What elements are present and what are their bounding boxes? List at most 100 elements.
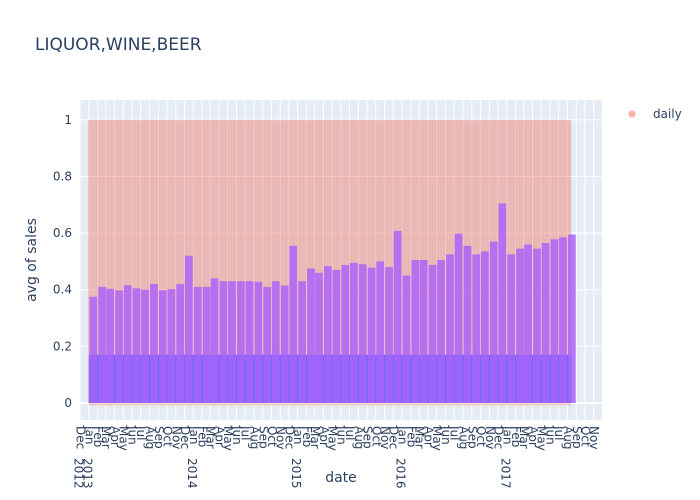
monthly-bar (280, 285, 289, 404)
x-tick-label: Oct (369, 426, 383, 447)
x-tick-label: Dec (282, 426, 296, 449)
monthly-bar (307, 268, 315, 404)
x-tick-label: May (535, 426, 549, 451)
x-tick-label: Feb (196, 426, 210, 447)
x-tick-label: May (430, 426, 444, 451)
y-tick-label: 0.2 (53, 339, 72, 353)
monthly-bar (263, 286, 272, 404)
monthly-bar (89, 296, 98, 404)
monthly-bar (472, 254, 481, 404)
x-tick-label: Jul (239, 425, 253, 440)
x-tick-label: Aug (247, 426, 261, 449)
monthly-bar (516, 248, 524, 404)
monthly-bar (463, 245, 472, 404)
x-tick-label: Aug (456, 426, 470, 449)
monthly-bar (454, 233, 463, 404)
legend-label-daily: daily (653, 107, 682, 121)
x-tick-label: Apr (213, 426, 227, 447)
x-tick-label: Feb (300, 426, 314, 447)
x-tick-label: Oct (474, 426, 488, 447)
monthly-bar (332, 269, 341, 404)
y-tick-label: 0.6 (53, 226, 72, 240)
x-tick-label: Oct (265, 426, 279, 447)
x-year-label: 2012 (72, 458, 86, 489)
y-axis-title: avg of sales (24, 218, 40, 302)
monthly-bar (507, 254, 516, 404)
monthly-bar (315, 272, 323, 404)
x-tick-label: Jun (543, 425, 557, 445)
x-tick-label: Jan (82, 425, 96, 445)
monthly-bar (341, 265, 350, 404)
y-axis-ticks: 0 0.2 0.4 0.6 0.8 1 (53, 113, 72, 410)
chart-marks (88, 119, 576, 406)
x-tick-label: May (117, 426, 131, 451)
monthly-bar (419, 260, 428, 404)
monthly-bar (489, 241, 498, 404)
monthly-bar (210, 278, 219, 404)
monthly-bar (158, 290, 167, 404)
x-tick-label: Feb (91, 426, 105, 447)
monthly-bar (567, 234, 576, 404)
monthly-bar (550, 239, 559, 404)
x-tick-label: Sep (570, 426, 584, 449)
monthly-bar (167, 289, 176, 404)
monthly-bar (480, 251, 489, 404)
x-tick-label: Sep (465, 426, 479, 449)
monthly-bar (437, 260, 446, 404)
x-tick-label: Jul (448, 425, 462, 440)
monthly-bar (349, 262, 358, 404)
x-tick-label: Jun (439, 425, 453, 445)
x-tick-label: Jan (187, 425, 201, 445)
x-tick-label: Sep (361, 426, 375, 449)
x-tick-label: Nov (483, 426, 497, 449)
x-tick-label: Apr (317, 426, 331, 447)
monthly-bar (524, 244, 532, 404)
x-tick-label: Mar (204, 426, 218, 449)
monthly-bar (115, 290, 123, 404)
monthly-bar (123, 285, 132, 404)
monthly-bar (367, 267, 376, 404)
x-tick-label: Sep (152, 426, 166, 449)
x-tick-label: Dec (387, 426, 401, 449)
x-tick-label: Dec (178, 426, 192, 449)
monthly-bar (219, 281, 228, 404)
x-year-label: 2014 (185, 458, 199, 489)
x-tick-label: Oct (160, 426, 174, 447)
x-tick-label: Nov (378, 426, 392, 449)
x-tick-label: Jul (343, 425, 357, 440)
y-tick-label: 0.4 (53, 283, 72, 297)
x-tick-label: Jul (552, 425, 566, 440)
monthly-bar (533, 248, 541, 404)
x-tick-label: Jun (126, 425, 140, 445)
monthly-bar (323, 266, 332, 404)
x-tick-label: Mar (308, 426, 322, 449)
x-axis-ticks: DecJanFebMarAprMayJunJulAugSepOctNovDecJ… (72, 425, 602, 489)
legend-marker-daily (628, 110, 636, 118)
y-tick-label: 0.8 (53, 169, 72, 183)
x-tick-label: Feb (404, 426, 418, 447)
monthly-bar (393, 230, 402, 404)
x-axis-title: date (325, 470, 357, 486)
chart-title: LIQUOR,WINE,BEER (35, 35, 202, 55)
x-tick-label: Jan (396, 425, 410, 445)
monthly-bar (245, 281, 254, 404)
monthly-bar (289, 245, 298, 404)
y-tick-label: 0 (64, 396, 72, 410)
monthly-bar (402, 275, 411, 404)
x-tick-label: Apr (526, 426, 540, 447)
x-tick-label: Jul (134, 425, 148, 440)
monthly-bar (498, 203, 507, 404)
x-tick-label: Mar (99, 426, 113, 449)
x-tick-label: Nov (169, 426, 183, 449)
legend[interactable]: daily (628, 107, 682, 121)
x-tick-label: Jun (230, 425, 244, 445)
monthly-bar (541, 243, 550, 404)
monthly-bar (446, 254, 454, 404)
x-tick-label: Dec (74, 426, 88, 449)
x-tick-label: Nov (274, 426, 288, 449)
monthly-bar (376, 261, 385, 404)
x-year-label: 2015 (289, 458, 303, 489)
x-tick-label: Apr (108, 426, 122, 447)
x-tick-label: Oct (578, 426, 592, 447)
